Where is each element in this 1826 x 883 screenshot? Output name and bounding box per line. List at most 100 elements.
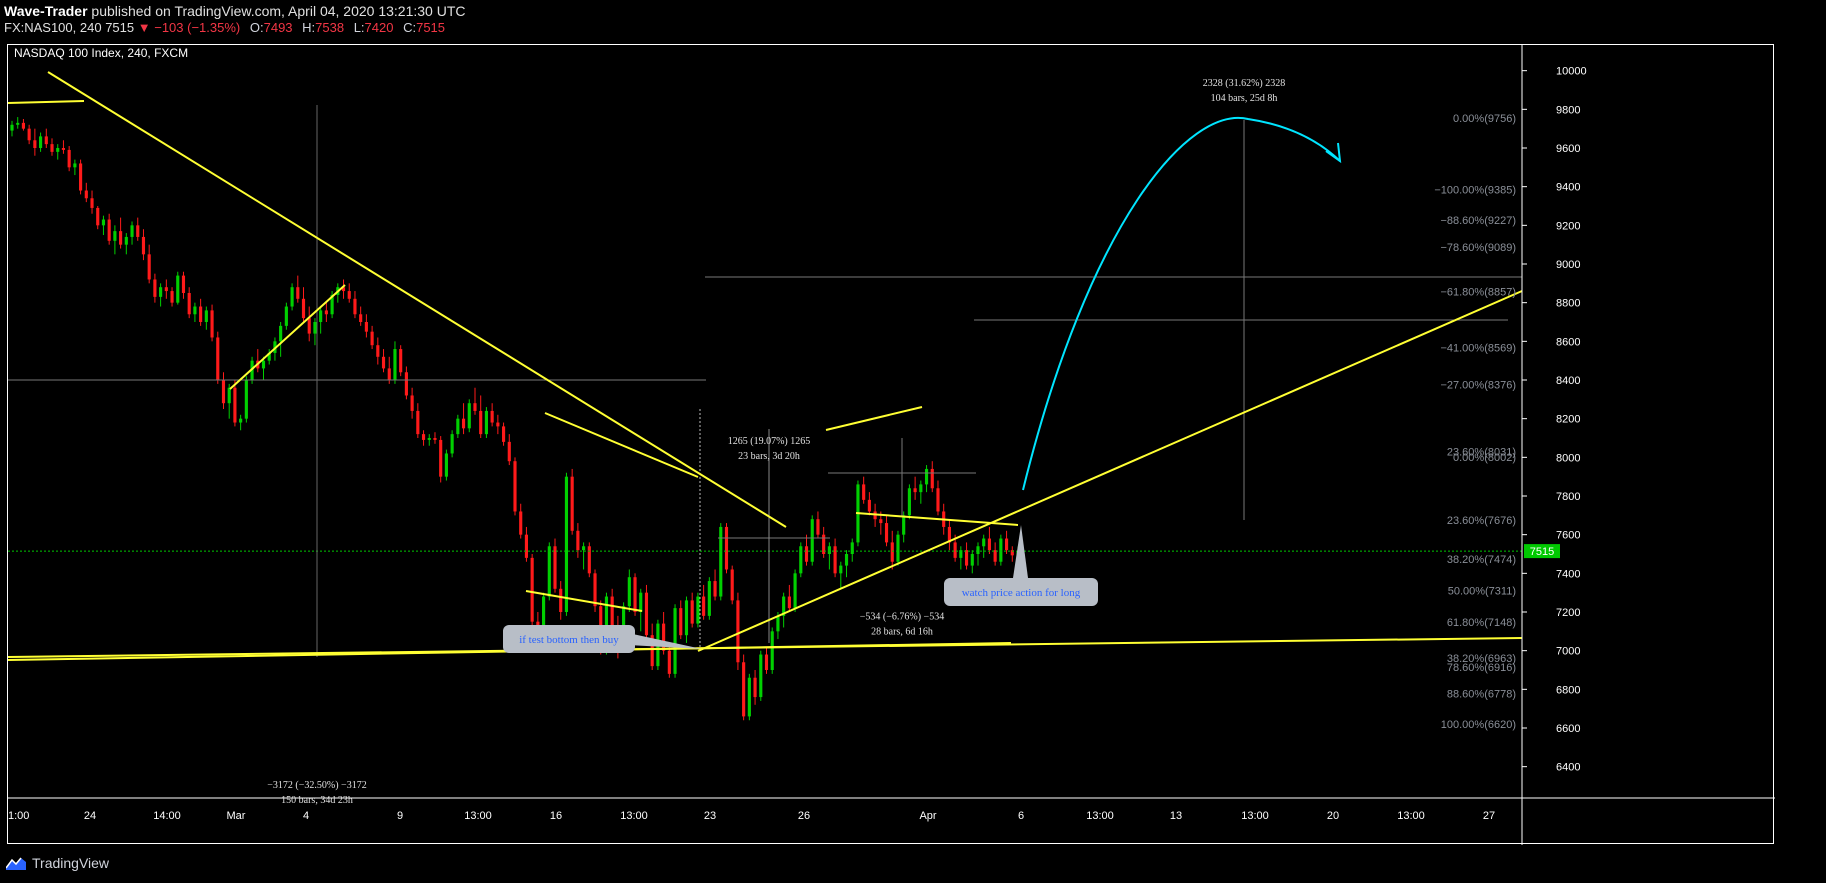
candle-body: [947, 526, 951, 543]
candle-body: [799, 546, 803, 574]
candle-body: [301, 298, 306, 319]
projection-arrow-icon: [1325, 142, 1342, 164]
price-tick-label: 6600: [1556, 723, 1580, 735]
candle-body: [79, 163, 83, 191]
candle-body: [181, 275, 186, 293]
high-value: 7538: [315, 20, 345, 35]
candle-body: [896, 534, 900, 562]
candle-body: [284, 306, 288, 326]
candle-body: [684, 600, 689, 636]
price-tick-label: 9000: [1556, 259, 1580, 271]
candle-body: [867, 499, 871, 512]
close-label: C:: [403, 20, 417, 35]
measure-label-bars: 150 bars, 34d 23h: [281, 795, 353, 806]
candle-body: [713, 581, 717, 597]
candle-body: [84, 190, 88, 199]
time-tick-label: 24: [84, 810, 96, 822]
candle-body: [730, 569, 734, 601]
chart-svg[interactable]: 0.00%(9756) −100.00%(9385) −88.60%(9227) −7…: [8, 45, 1775, 845]
trend-line: [8, 100, 85, 104]
published-text: published on TradingView.com, April 04, …: [91, 3, 466, 19]
chart-frame[interactable]: 0.00%(9756) −100.00%(9385) −88.60%(9227) −7…: [7, 44, 1775, 845]
candle-body: [707, 581, 711, 616]
current-price-label: 7515: [1530, 546, 1554, 558]
candle-body: [427, 438, 431, 440]
candle-body: [639, 592, 643, 612]
price-tick-label: 9800: [1556, 104, 1580, 116]
symbol-line: FX:NAS100, 240: [4, 20, 102, 35]
time-tick-label: 1:00: [8, 810, 29, 822]
candle-body: [850, 542, 854, 554]
candle-body: [753, 677, 757, 698]
candle-body: [999, 538, 1003, 562]
candle-body: [570, 476, 574, 531]
fib-level-label: 88.60%(6778): [1447, 689, 1516, 701]
footer[interactable]: TradingView: [6, 855, 109, 871]
price-tick-label: 7000: [1556, 646, 1580, 658]
candle-body: [884, 523, 889, 543]
candle-body: [330, 294, 334, 315]
candle-body: [810, 519, 814, 562]
candle-body: [593, 573, 597, 607]
author-name[interactable]: Wave-Trader: [4, 3, 88, 19]
candle-body: [696, 596, 700, 624]
candle-body: [50, 144, 54, 152]
candle-body: [907, 488, 911, 516]
footer-brand[interactable]: TradingView: [32, 855, 110, 871]
candle-body: [170, 291, 174, 303]
price-tick-label: 7200: [1556, 607, 1580, 619]
candle-body: [164, 287, 168, 292]
candle-body: [416, 410, 420, 435]
candle-body: [387, 368, 391, 380]
candle-body: [490, 410, 494, 423]
price-tick-label: 9200: [1556, 220, 1580, 232]
candle-body: [393, 349, 397, 380]
candle-body: [279, 325, 283, 342]
candle-body: [833, 546, 837, 574]
chart-title: NASDAQ 100 Index, 240, FXCM: [14, 46, 188, 60]
fib-level-label: −41.00%(8569): [1440, 342, 1516, 354]
callout-box: [503, 625, 635, 653]
candle-body: [496, 422, 500, 427]
candle-body: [381, 356, 386, 369]
candle-body: [662, 623, 666, 651]
fib-level-label: 78.60%(6916): [1447, 662, 1516, 674]
candle-body: [776, 615, 780, 632]
candle-body: [862, 484, 866, 500]
candle-body: [136, 225, 140, 237]
high-label: H:: [302, 20, 316, 35]
fib-level-label: 0.00%(8002): [1453, 452, 1516, 464]
candle-body: [879, 519, 883, 524]
candle-body: [782, 596, 786, 616]
candle-body: [307, 318, 311, 334]
candle-body: [587, 546, 591, 574]
candle-body: [319, 310, 323, 322]
candle-body: [604, 596, 609, 651]
current-price-badge: [1524, 544, 1560, 559]
candle-body: [987, 538, 991, 551]
time-tick-label: 9: [397, 810, 403, 822]
candle-body: [290, 287, 294, 307]
trend-line: [544, 412, 699, 478]
fib-level-label: 0.00%(9756): [1453, 113, 1516, 125]
candle-body: [547, 546, 551, 597]
trend-line: [47, 71, 787, 528]
time-tick-label: 26: [798, 810, 810, 822]
candle-body: [553, 546, 557, 589]
candle-body: [822, 534, 826, 554]
candle-body: [582, 546, 586, 551]
time-tick-label: 14:00: [153, 810, 181, 822]
candle-body: [130, 225, 134, 237]
price-tick-label: 6400: [1556, 762, 1580, 774]
candle-body: [33, 140, 37, 148]
time-tick-label: 13:00: [620, 810, 648, 822]
measure-label-value: 1265 (19.07%) 1265: [728, 436, 811, 447]
candle-body: [239, 418, 243, 423]
price-tick-label: 7600: [1556, 530, 1580, 542]
tradingview-logo-icon: [6, 857, 26, 870]
candle-body: [501, 426, 506, 442]
candle-body: [467, 403, 471, 429]
candle-body: [484, 410, 488, 435]
measure-label-value: −3172 (−32.50%) −3172: [267, 780, 366, 791]
callout-pointer: [1013, 525, 1028, 578]
